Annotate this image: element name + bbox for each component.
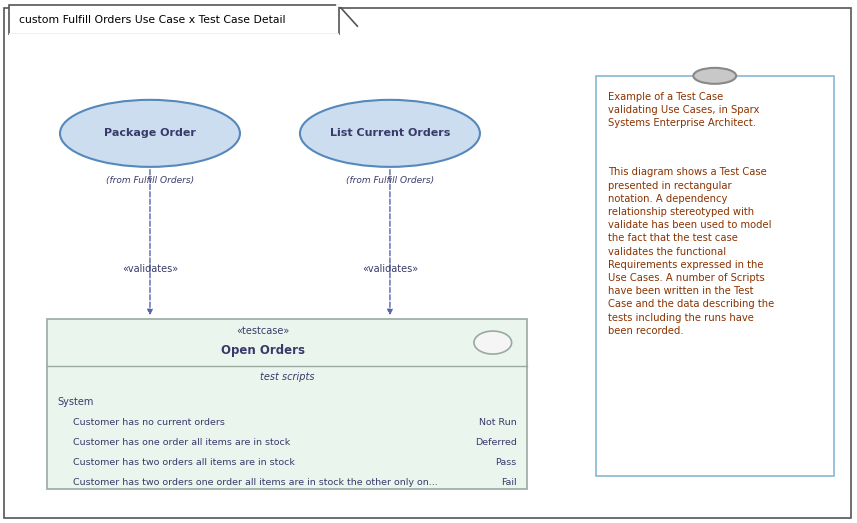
FancyBboxPatch shape — [47, 319, 527, 489]
Text: (from Fulfill Orders): (from Fulfill Orders) — [106, 176, 194, 185]
Text: Deferred: Deferred — [475, 438, 517, 447]
FancyBboxPatch shape — [4, 8, 851, 518]
Text: test scripts: test scripts — [260, 372, 315, 382]
Text: Customer has two orders one order all items are in stock the other only on...: Customer has two orders one order all it… — [73, 478, 438, 487]
Text: Customer has one order all items are in stock: Customer has one order all items are in … — [73, 438, 291, 447]
Text: «validates»: «validates» — [362, 264, 418, 275]
Text: «validates»: «validates» — [122, 264, 178, 275]
Text: System: System — [57, 397, 93, 407]
Text: This diagram shows a Test Case
presented in rectangular
notation. A dependency
r: This diagram shows a Test Case presented… — [608, 167, 775, 336]
Text: Customer has two orders all items are in stock: Customer has two orders all items are in… — [73, 458, 295, 467]
Text: Fail: Fail — [501, 478, 517, 487]
Circle shape — [474, 331, 512, 354]
FancyBboxPatch shape — [596, 76, 834, 476]
Text: Not Run: Not Run — [479, 418, 517, 427]
Ellipse shape — [60, 100, 240, 167]
Text: custom Fulfill Orders Use Case x Test Case Detail: custom Fulfill Orders Use Case x Test Ca… — [19, 15, 285, 25]
Ellipse shape — [693, 68, 736, 84]
Text: «testcase»: «testcase» — [237, 326, 290, 336]
Text: Package Order: Package Order — [104, 128, 196, 139]
Text: Example of a Test Case
validating Use Cases, in Sparx
Systems Enterprise Archite: Example of a Test Case validating Use Ca… — [608, 92, 760, 128]
FancyBboxPatch shape — [9, 5, 339, 34]
Text: List Current Orders: List Current Orders — [330, 128, 450, 139]
Ellipse shape — [300, 100, 480, 167]
Text: (from Fulfill Orders): (from Fulfill Orders) — [346, 176, 434, 185]
Text: Open Orders: Open Orders — [221, 344, 305, 357]
Text: Customer has no current orders: Customer has no current orders — [73, 418, 225, 427]
Text: Pass: Pass — [495, 458, 517, 467]
